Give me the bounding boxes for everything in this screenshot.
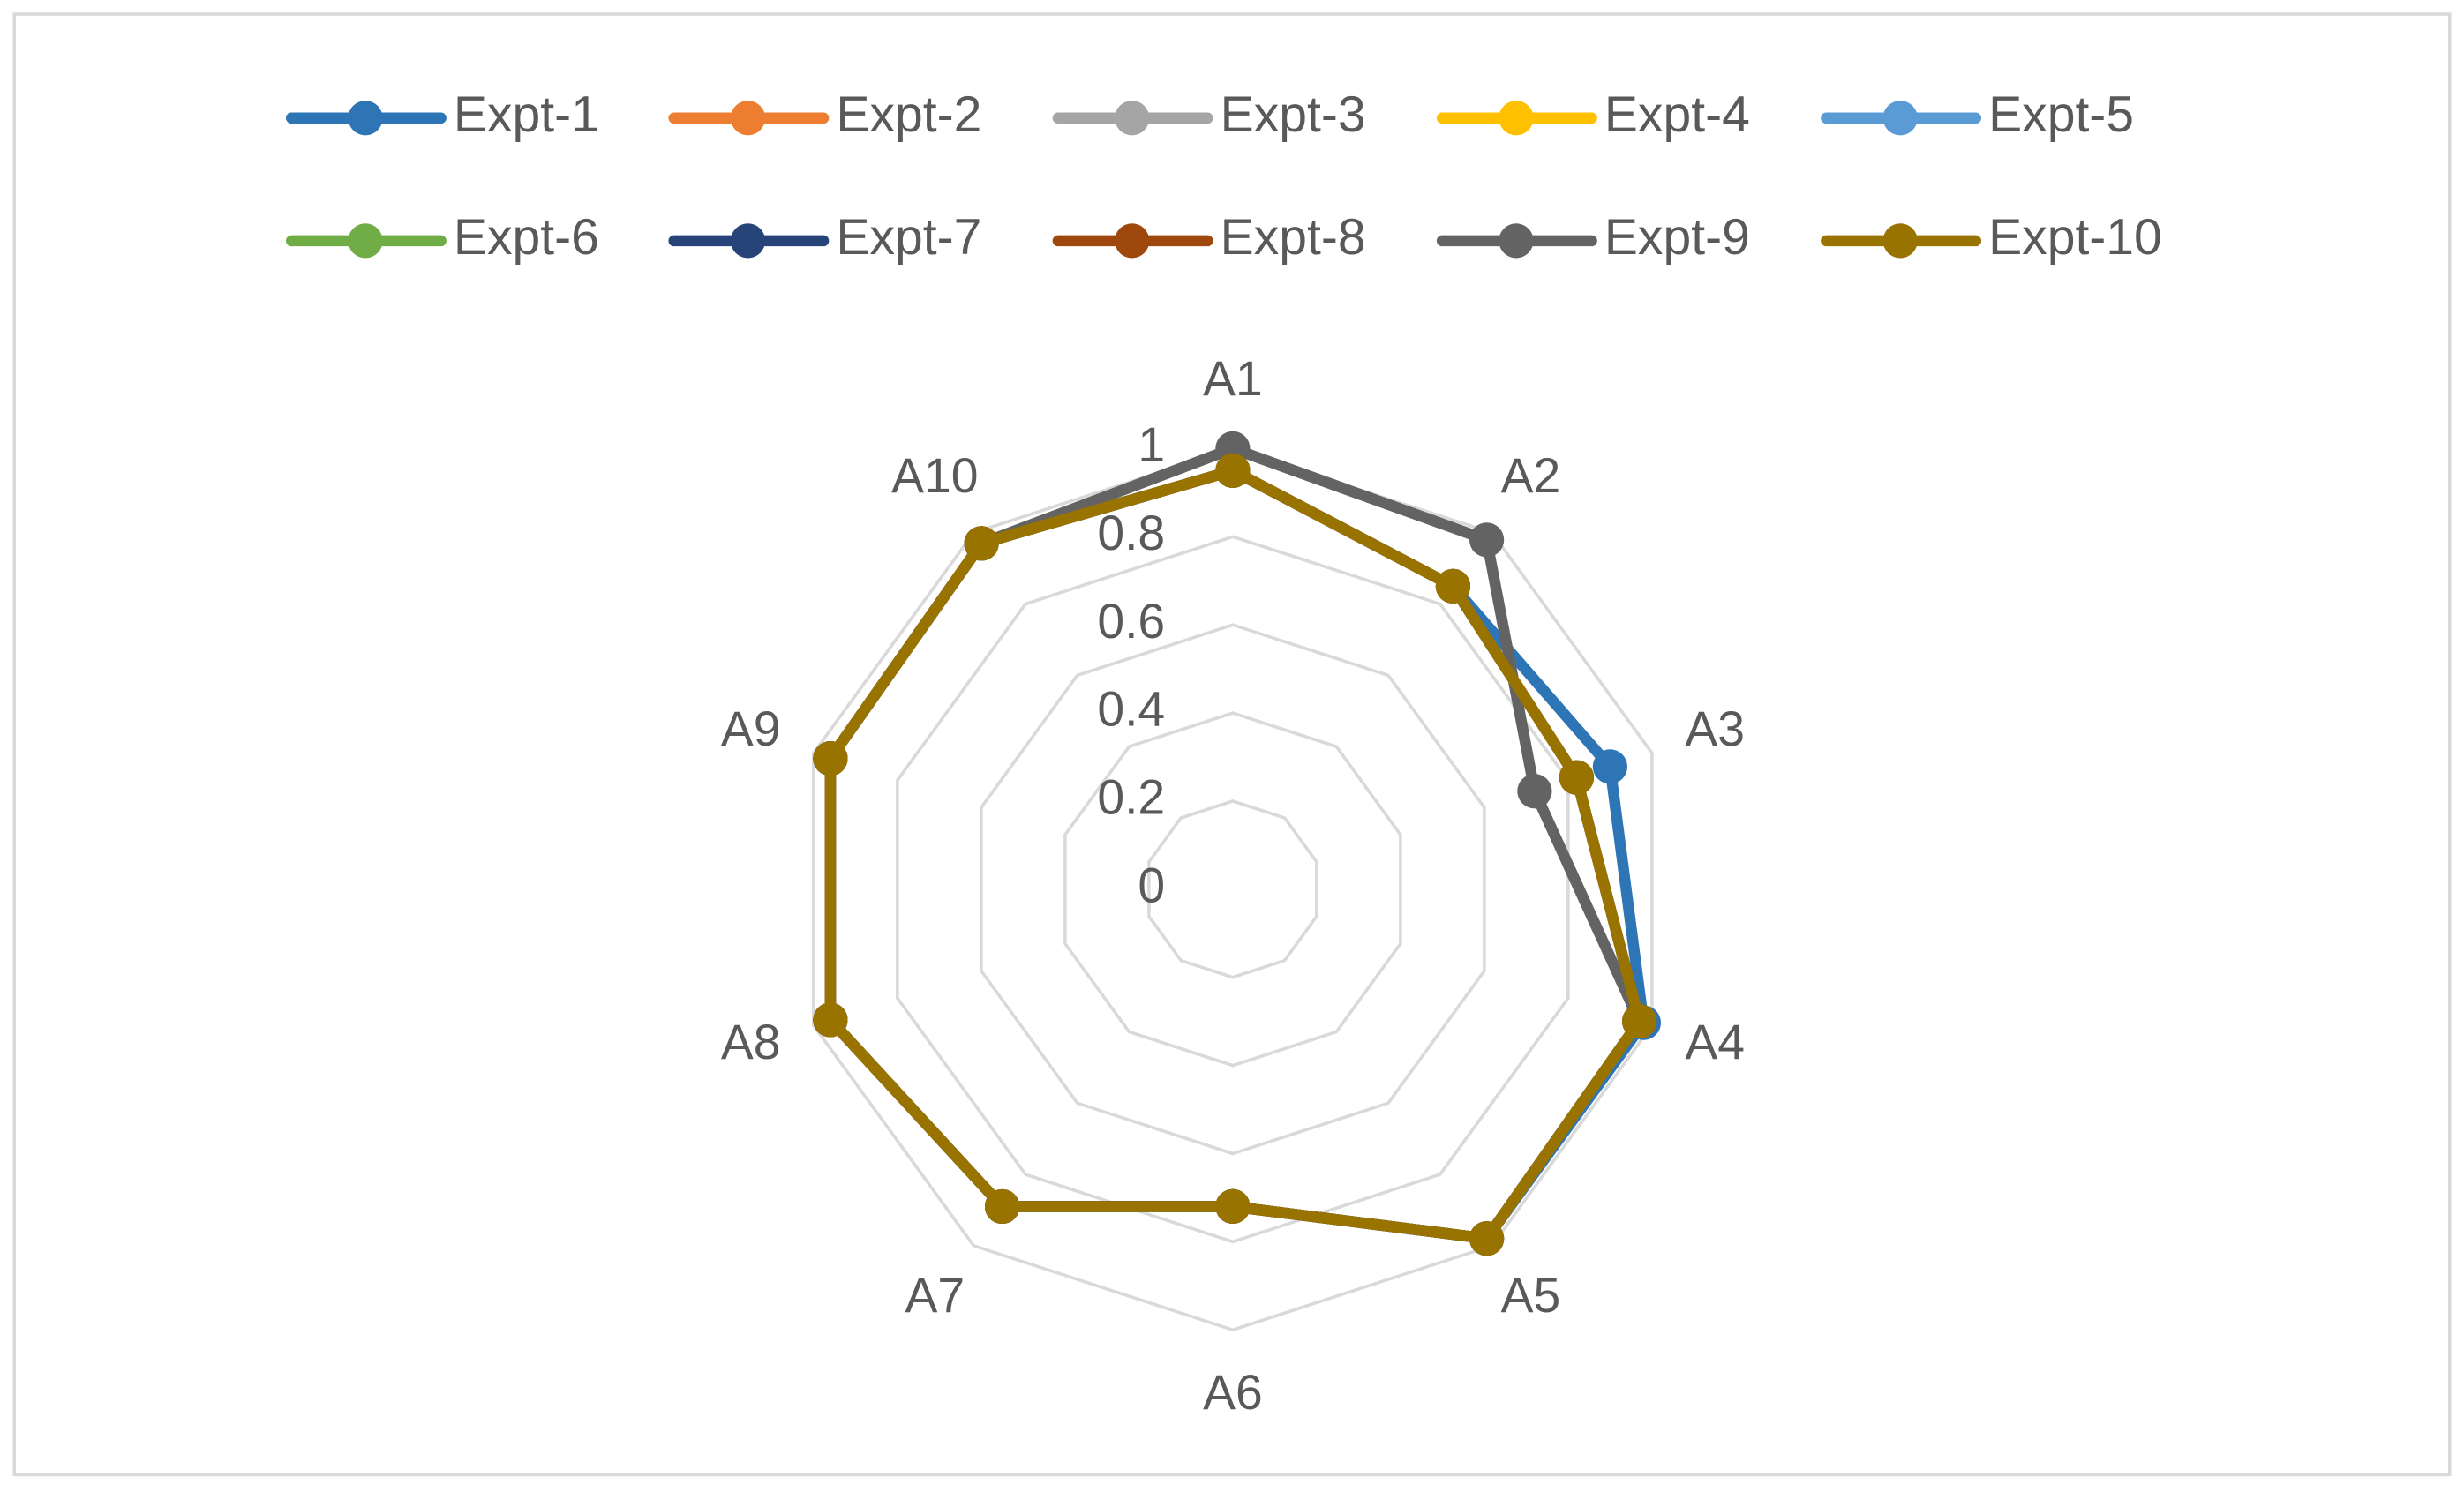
- category-label: A9: [721, 701, 781, 756]
- legend-marker: [1499, 223, 1534, 259]
- series: [813, 453, 1657, 1256]
- category-label: A2: [1501, 448, 1561, 503]
- grid-line: [980, 623, 1486, 1156]
- data-point: [1622, 1003, 1657, 1039]
- data-point: [1517, 774, 1552, 809]
- legend-marker: [730, 223, 766, 259]
- y-tick-label: 0.2: [1097, 770, 1165, 825]
- legend-label: Expt-6: [454, 209, 599, 266]
- legend-label: Expt-7: [836, 209, 981, 266]
- data-point: [1469, 1221, 1505, 1256]
- grid-line: [812, 446, 1654, 1332]
- y-tick-label: 0.8: [1097, 506, 1165, 560]
- legend-label: Expt-5: [1988, 86, 2134, 143]
- y-tick-label: 1: [1138, 417, 1165, 472]
- legend-marker: [730, 101, 766, 136]
- data-point: [1215, 453, 1251, 488]
- data-point: [1215, 1188, 1251, 1225]
- y-tick-label: 0.6: [1097, 594, 1165, 649]
- data-point: [964, 526, 999, 561]
- legend-label: Expt-2: [836, 86, 981, 143]
- category-label: A4: [1685, 1015, 1745, 1069]
- legend-label: Expt-9: [1604, 209, 1750, 266]
- y-tick-label: 0: [1138, 858, 1165, 912]
- category-label: A5: [1501, 1268, 1561, 1323]
- chart-frame: [12, 12, 2452, 1477]
- legend-label: Expt-1: [454, 86, 599, 143]
- grid-line: [1147, 799, 1318, 979]
- data-point: [1469, 522, 1505, 558]
- data-point: [984, 1188, 1020, 1225]
- data-point: [813, 1002, 848, 1038]
- legend-marker: [1115, 101, 1150, 136]
- y-tick-label: 0.4: [1097, 682, 1165, 737]
- category-label: A1: [1203, 351, 1263, 406]
- data-point: [1435, 568, 1471, 604]
- category-label: A6: [1203, 1365, 1263, 1420]
- legend-marker: [348, 101, 383, 136]
- legend-marker: [1115, 223, 1150, 259]
- data-point: [1559, 760, 1595, 795]
- data-point: [813, 741, 848, 776]
- legend-label: Expt-4: [1604, 86, 1750, 143]
- legend-marker: [348, 223, 383, 259]
- legend-label: Expt-3: [1221, 86, 1366, 143]
- grid-line: [1063, 711, 1402, 1068]
- category-label: A7: [905, 1268, 965, 1323]
- legend-marker: [1882, 223, 1918, 259]
- legend-label: Expt-8: [1221, 209, 1366, 266]
- legend-label: Expt-10: [1988, 209, 2162, 266]
- category-label: A10: [891, 448, 978, 503]
- category-label: A3: [1685, 701, 1745, 756]
- data-point: [1592, 749, 1628, 784]
- category-label: A8: [721, 1015, 781, 1069]
- legend-marker: [1882, 101, 1918, 136]
- legend-marker: [1499, 101, 1534, 136]
